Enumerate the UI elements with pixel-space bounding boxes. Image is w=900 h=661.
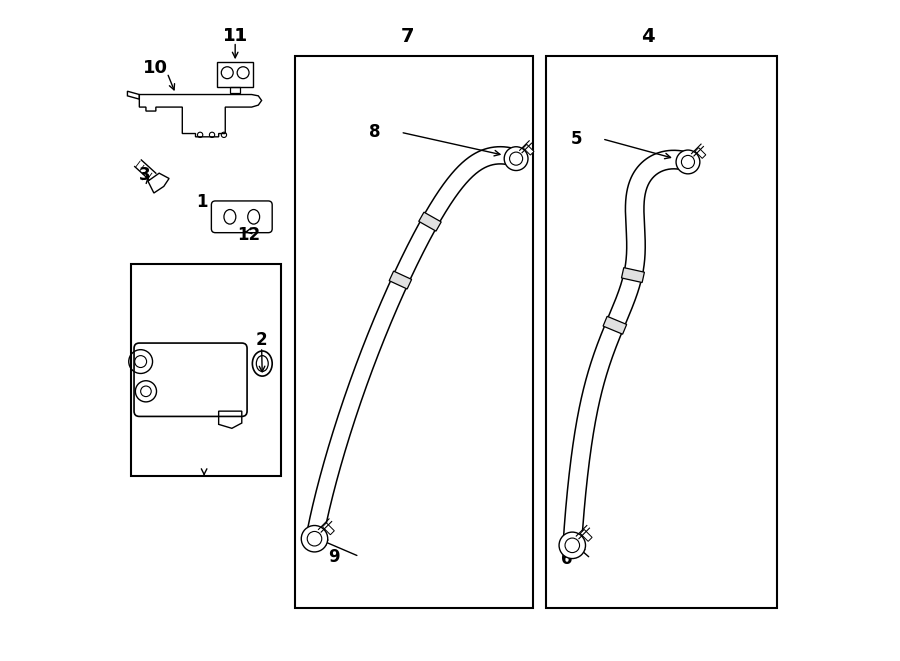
Polygon shape bbox=[695, 147, 706, 159]
Text: 8: 8 bbox=[369, 123, 381, 141]
Text: 7: 7 bbox=[400, 27, 414, 46]
Text: 4: 4 bbox=[642, 27, 655, 46]
Polygon shape bbox=[418, 212, 441, 231]
Polygon shape bbox=[622, 268, 644, 282]
Text: 10: 10 bbox=[143, 59, 168, 77]
Polygon shape bbox=[322, 523, 334, 535]
Circle shape bbox=[302, 525, 328, 552]
Text: 12: 12 bbox=[237, 225, 260, 244]
Text: 11: 11 bbox=[222, 27, 248, 46]
Polygon shape bbox=[580, 529, 592, 541]
Text: 11: 11 bbox=[222, 27, 248, 46]
Polygon shape bbox=[603, 317, 626, 334]
Text: 9: 9 bbox=[328, 547, 339, 566]
Text: 6: 6 bbox=[561, 549, 572, 568]
Text: 2: 2 bbox=[256, 331, 267, 350]
Text: 5: 5 bbox=[571, 130, 582, 148]
Circle shape bbox=[504, 147, 528, 171]
Circle shape bbox=[676, 150, 700, 174]
Text: 1: 1 bbox=[196, 192, 208, 211]
Polygon shape bbox=[523, 144, 534, 155]
Polygon shape bbox=[389, 271, 411, 289]
Circle shape bbox=[559, 532, 586, 559]
Text: 3: 3 bbox=[139, 166, 150, 184]
